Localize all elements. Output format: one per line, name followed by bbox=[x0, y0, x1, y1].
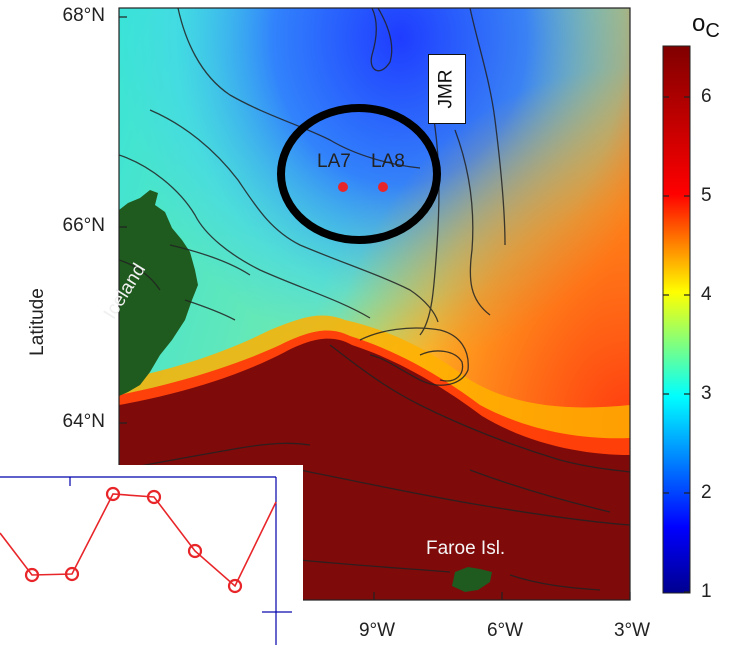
faroe-islands-label: Faroe Isl. bbox=[426, 538, 506, 559]
inset-marker bbox=[24, 567, 40, 583]
colorbar bbox=[662, 45, 691, 594]
latitude-axis-title: Latitude bbox=[27, 288, 48, 356]
inset-marker bbox=[146, 489, 162, 505]
iceland-landmass bbox=[119, 190, 198, 396]
jmr-label-box: JMR bbox=[428, 54, 466, 124]
inset-marker bbox=[227, 578, 243, 594]
study-area-ellipse bbox=[277, 104, 441, 244]
colorbar-tick-6: 6 bbox=[701, 86, 712, 107]
lat-tick-64n: 64°N bbox=[62, 411, 105, 432]
lon-tick-9w: 9°W bbox=[358, 620, 396, 641]
station-la8-marker bbox=[378, 182, 388, 192]
station-la7-label: LA7 bbox=[317, 151, 351, 172]
inset-marker bbox=[105, 486, 121, 502]
colorbar-unit-text: C bbox=[705, 20, 720, 42]
colorbar-tick-4: 4 bbox=[701, 284, 712, 305]
colorbar-tick-5: 5 bbox=[701, 185, 712, 206]
colorbar-tick-2: 2 bbox=[701, 482, 712, 503]
station-la8-label: LA8 bbox=[371, 151, 405, 172]
colorbar-tick-3: 3 bbox=[701, 383, 712, 404]
lon-tick-6w: 6°W bbox=[486, 620, 524, 641]
lat-tick-66n: 66°N bbox=[62, 215, 105, 236]
jmr-label: JMR bbox=[436, 69, 457, 109]
lon-tick-3w: 3°W bbox=[613, 620, 651, 641]
inset-marker bbox=[64, 566, 80, 582]
station-la7-marker bbox=[338, 182, 348, 192]
lat-tick-68n: 68°N bbox=[62, 5, 105, 26]
colorbar-unit-label: oC bbox=[692, 10, 720, 42]
colorbar-tick-1: 1 bbox=[701, 581, 712, 602]
inset-plot bbox=[0, 465, 303, 645]
inset-marker bbox=[187, 543, 203, 559]
faroe-islands-landmass bbox=[452, 567, 492, 592]
